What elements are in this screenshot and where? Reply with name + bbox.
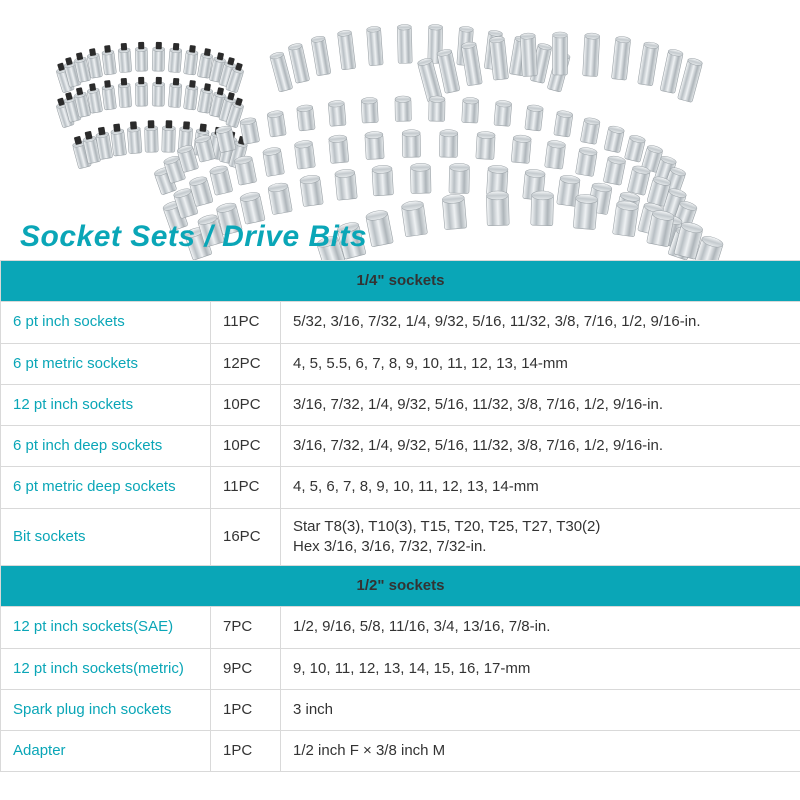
product-hero: Socket Sets / Drive Bits <box>0 0 800 260</box>
row-sizes: 1/2 inch F × 3/8 inch M <box>281 731 800 772</box>
table-row: 12 pt inch sockets10PC3/16, 7/32, 1/4, 9… <box>1 384 800 425</box>
row-count: 7PC <box>211 607 281 648</box>
row-sizes: 3/16, 7/32, 1/4, 9/32, 5/16, 11/32, 3/8,… <box>281 426 800 467</box>
table-row: 12 pt inch sockets(metric)9PC9, 10, 11, … <box>1 648 800 689</box>
row-count: 1PC <box>211 689 281 730</box>
section-header-label: 1/4" sockets <box>1 261 800 302</box>
table-row: 6 pt metric deep sockets11PC4, 5, 6, 7, … <box>1 467 800 508</box>
table-row: Spark plug inch sockets1PC3 inch <box>1 689 800 730</box>
row-count: 1PC <box>211 731 281 772</box>
row-count: 11PC <box>211 467 281 508</box>
page-title: Socket Sets / Drive Bits <box>20 220 367 254</box>
row-sizes: Star T8(3), T10(3), T15, T20, T25, T27, … <box>281 508 800 566</box>
row-name: 12 pt inch sockets <box>1 384 211 425</box>
row-count: 12PC <box>211 343 281 384</box>
row-sizes: 4, 5, 6, 7, 8, 9, 10, 11, 12, 13, 14-mm <box>281 467 800 508</box>
spec-table: 1/4" sockets6 pt inch sockets11PC5/32, 3… <box>0 260 800 772</box>
row-sizes: 9, 10, 11, 12, 13, 14, 15, 16, 17-mm <box>281 648 800 689</box>
row-name: Spark plug inch sockets <box>1 689 211 730</box>
row-count: 9PC <box>211 648 281 689</box>
row-name: 12 pt inch sockets(SAE) <box>1 607 211 648</box>
row-count: 11PC <box>211 302 281 343</box>
row-name: Bit sockets <box>1 508 211 566</box>
row-sizes: 4, 5, 5.5, 6, 7, 8, 9, 10, 11, 12, 13, 1… <box>281 343 800 384</box>
table-row: 6 pt inch deep sockets10PC3/16, 7/32, 1/… <box>1 426 800 467</box>
table-row: 6 pt metric sockets12PC4, 5, 5.5, 6, 7, … <box>1 343 800 384</box>
row-sizes: 3 inch <box>281 689 800 730</box>
page: Socket Sets / Drive Bits 1/4" sockets6 p… <box>0 0 800 800</box>
table-row: 12 pt inch sockets(SAE)7PC1/2, 9/16, 5/8… <box>1 607 800 648</box>
row-name: 6 pt inch deep sockets <box>1 426 211 467</box>
section-header: 1/2" sockets <box>1 566 800 607</box>
table-row: Adapter1PC1/2 inch F × 3/8 inch M <box>1 731 800 772</box>
row-name: 12 pt inch sockets(metric) <box>1 648 211 689</box>
row-sizes: 3/16, 7/32, 1/4, 9/32, 5/16, 11/32, 3/8,… <box>281 384 800 425</box>
row-sizes: 5/32, 3/16, 7/32, 1/4, 9/32, 5/16, 11/32… <box>281 302 800 343</box>
table-row: Bit sockets16PCStar T8(3), T10(3), T15, … <box>1 508 800 566</box>
row-sizes: 1/2, 9/16, 5/8, 11/16, 3/4, 13/16, 7/8-i… <box>281 607 800 648</box>
row-count: 10PC <box>211 384 281 425</box>
table-row: 6 pt inch sockets11PC5/32, 3/16, 7/32, 1… <box>1 302 800 343</box>
row-name: 6 pt metric deep sockets <box>1 467 211 508</box>
row-name: 6 pt metric sockets <box>1 343 211 384</box>
section-header-label: 1/2" sockets <box>1 566 800 607</box>
row-name: 6 pt inch sockets <box>1 302 211 343</box>
row-name: Adapter <box>1 731 211 772</box>
row-count: 16PC <box>211 508 281 566</box>
row-count: 10PC <box>211 426 281 467</box>
section-header: 1/4" sockets <box>1 261 800 302</box>
